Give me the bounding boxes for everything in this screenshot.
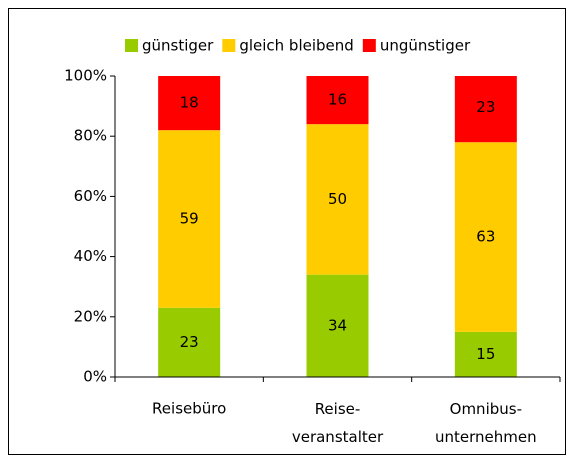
bar-segment xyxy=(158,307,221,377)
bar-segment xyxy=(454,331,517,377)
y-tick-label: 80% xyxy=(74,127,107,145)
data-label: 23 xyxy=(180,333,199,351)
legend-label: gleich bleibend xyxy=(239,37,353,55)
bar-segment xyxy=(454,76,517,143)
y-tick-label: 60% xyxy=(74,187,107,205)
data-label: 63 xyxy=(476,228,495,246)
plot-area xyxy=(158,76,517,377)
bar-segment xyxy=(306,124,369,275)
data-label: 18 xyxy=(180,94,199,112)
y-tick-label: 20% xyxy=(74,307,107,325)
y-tick-label: 40% xyxy=(74,247,107,265)
legend-label: ungünstiger xyxy=(380,37,471,55)
data-label: 59 xyxy=(180,209,199,227)
y-tick-label: 100% xyxy=(64,67,107,85)
data-label: 16 xyxy=(328,91,347,109)
legend-swatch xyxy=(125,39,138,52)
data-label: 23 xyxy=(476,98,495,116)
x-tick-label: Omnibus-unternehmen xyxy=(435,400,537,446)
x-tick-label: Reise-veranstalter xyxy=(292,400,384,446)
legend-swatch xyxy=(222,39,236,52)
data-label: 15 xyxy=(476,345,495,363)
bar-segment xyxy=(454,142,517,332)
bar-segment xyxy=(306,274,369,377)
legend-label: günstiger xyxy=(142,37,214,55)
y-tick-label: 0% xyxy=(83,368,107,386)
legend-swatch xyxy=(362,39,376,52)
bar-segment xyxy=(158,76,221,131)
x-tick-label: Reisebüro xyxy=(152,400,226,418)
data-label: 34 xyxy=(328,316,347,334)
bar-segment xyxy=(306,76,369,125)
data-label: 50 xyxy=(328,190,347,208)
bar-segment xyxy=(158,130,221,308)
